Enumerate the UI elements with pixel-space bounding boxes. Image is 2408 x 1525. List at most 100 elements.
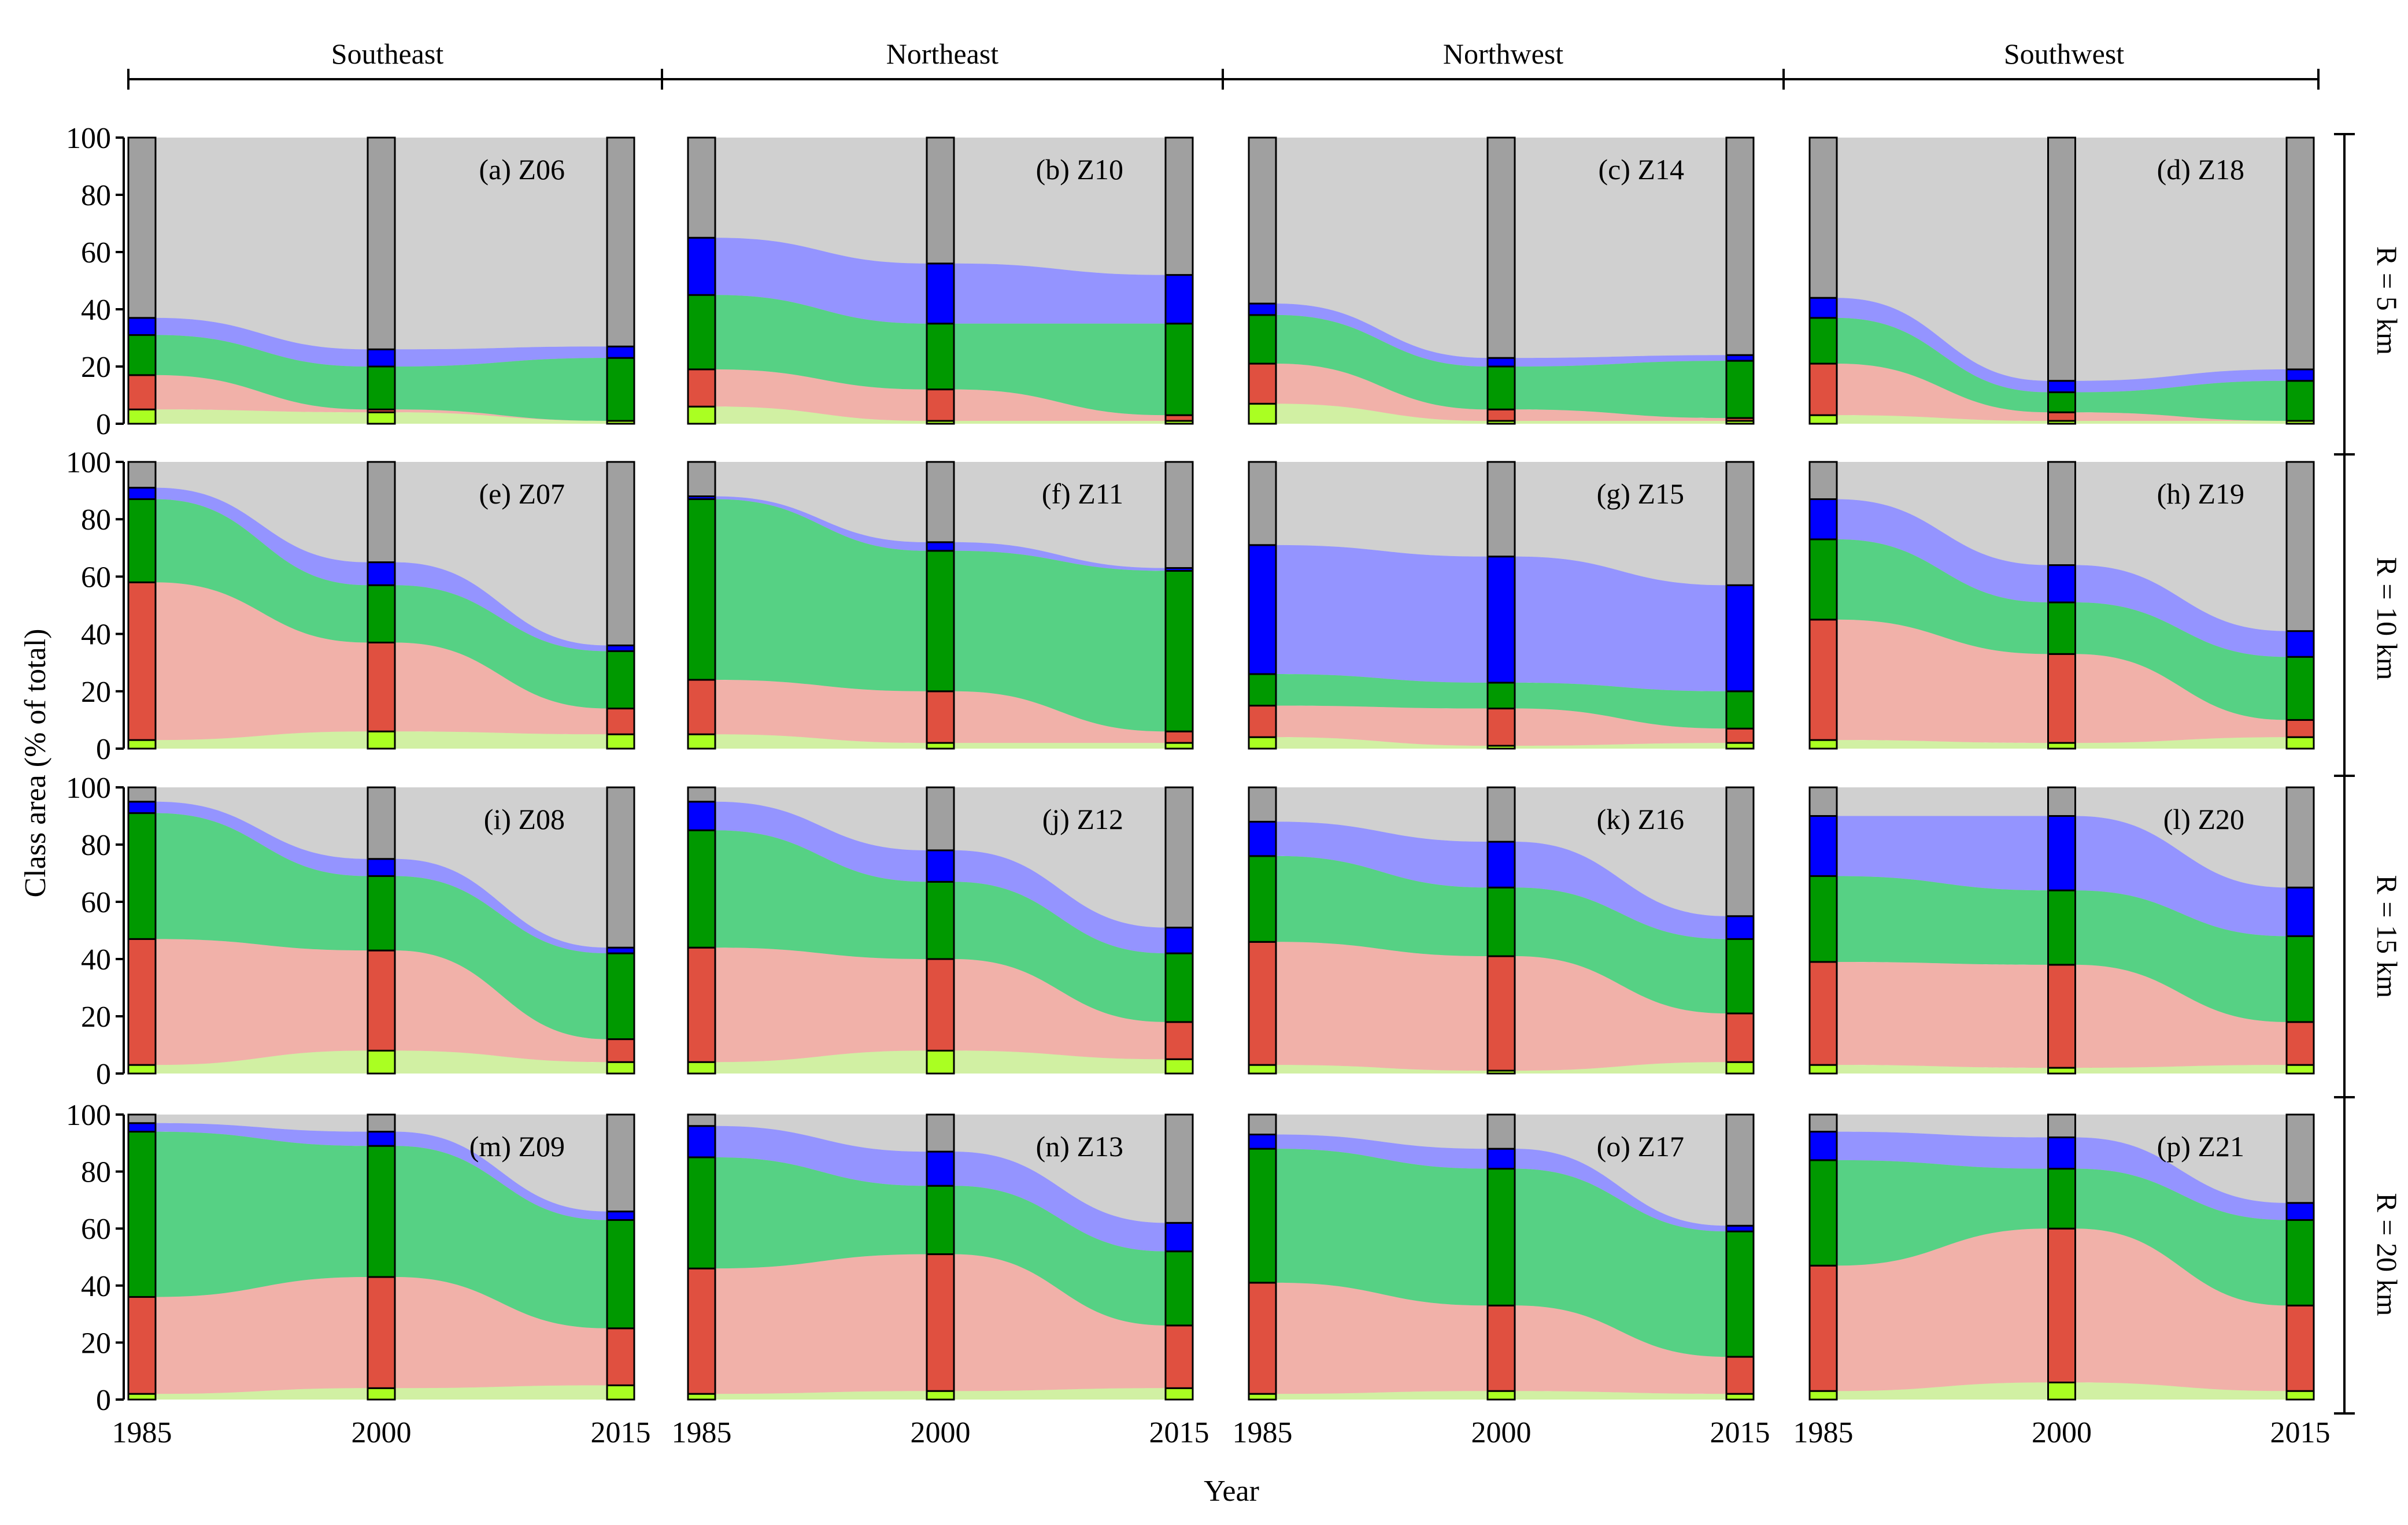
panel: (o) Z17 1985 2000 2015 [1233,1113,1770,1449]
panel-label: (d) Z18 [2157,153,2244,186]
bar-segment [926,1390,955,1401]
alluvial-flow [395,1115,607,1212]
bar-segment [606,1327,635,1386]
y-tick-label: 100 [66,1099,111,1132]
alluvial-flow [156,801,368,876]
y-tick-label: 40 [81,294,111,327]
bar-segment [687,946,716,1063]
bar-segment [1808,1159,1838,1267]
alluvial-flow [715,138,927,264]
bar-segment [606,1219,635,1330]
alluvial-flow [2075,787,2287,888]
alluvial-flow [954,389,1166,421]
bar-segment [2285,380,2315,422]
bar-segment [606,357,635,422]
panel-label: (k) Z16 [1597,803,1684,835]
bar-segment [127,1122,157,1133]
bar-segment [127,801,157,815]
y-tick-label: 60 [81,886,111,919]
bar-segment [1808,739,1838,750]
alluvial-flow [1276,1115,1488,1149]
bar-segment [1248,673,1277,707]
y-tick-label: 20 [81,676,111,709]
alluvial-flow [2075,369,2287,393]
bar-segment [127,938,157,1066]
bar-segment [687,1156,716,1269]
bar-segment [1725,1061,1755,1075]
alluvial-flow [715,496,927,551]
alluvial-flow [2075,890,2287,1022]
bar-segment [127,739,157,750]
bar-segment [367,584,396,643]
bar-segment [1725,690,1755,730]
panel-grid: (a) Z06 0 20 40 60 80 100 (b) Z10 (c) Z14 (d) Z18… [66,122,2331,1449]
alluvial-flow [2075,462,2287,631]
alluvial-flow [954,1388,1166,1400]
bar-segment [2285,1021,2315,1066]
bar-segment [606,1038,635,1063]
bar-segment [1725,136,1755,356]
alluvial-flow [1837,298,2048,393]
region-axis: Southeast Northeast Northwest Southwest [127,38,2320,90]
panel: (e) Z07 0 20 40 60 80 100 [66,446,635,766]
alluvial-flow [156,1050,368,1074]
alluvial-flow [1515,743,1726,749]
bar-segment [687,1125,716,1158]
bar-segment [1725,1012,1755,1063]
alluvial-flow [715,787,927,850]
alluvial-flow [954,1186,1166,1326]
alluvial-flow [1515,708,1726,746]
region-label: Southeast [331,38,444,70]
bar-segment [1486,357,1516,368]
bar-segment [926,323,955,391]
alluvial-flow [954,421,1166,424]
bar-segment [1248,1113,1277,1136]
alluvial-flow [1837,462,2048,565]
alluvial-flow [156,335,368,410]
bar-segment [1808,1113,1838,1133]
alluvial-flow [1515,361,1726,419]
bar-segment [1725,360,1755,419]
bar-segment [687,498,716,681]
bar-segment [687,1061,716,1075]
bar-segment [1808,297,1838,319]
region-label: Southwest [2004,38,2124,70]
bar-segment [606,1061,635,1075]
alluvial-flow [395,1131,607,1220]
bar-segment [1486,136,1516,359]
y-tick-label: 80 [81,179,111,212]
bar-segment [606,1384,635,1401]
panel: (h) Z19 [1808,461,2315,750]
alluvial-flow [2075,654,2287,743]
bar-segment [926,262,955,325]
alluvial-flow [1837,876,2048,965]
bar-segment [1725,1113,1755,1227]
alluvial-flow [1276,303,1488,367]
bar-segment [1808,875,1838,963]
alluvial-flow [156,409,368,424]
y-tick-label: 40 [81,943,111,976]
bar-segment [2047,964,2076,1069]
alluvial-flow [1837,961,2048,1068]
bar-segment [2285,656,2315,721]
bar-segment [1725,461,1755,586]
bar-segment [1808,136,1838,299]
y-tick-label: 20 [81,1001,111,1034]
panel: (a) Z06 0 20 40 60 80 100 [66,122,635,441]
alluvial-flow [715,1115,927,1152]
y-tick-label: 80 [81,829,111,862]
alluvial-flow [954,542,1166,571]
bar-segment [1164,1021,1194,1060]
bar-segment [1164,461,1194,569]
alluvial-flow [715,1391,927,1400]
panel: (m) Z09 0 20 40 60 80 100 1985 2000 2015 [66,1099,651,1449]
bar-segment [926,388,955,422]
bar-segment [606,786,635,949]
bar-segment [926,1253,955,1392]
bar-segment [1486,1148,1516,1170]
panel: (c) Z14 [1248,136,1755,425]
bar-segment [1725,938,1755,1015]
bar-segment [687,405,716,425]
alluvial-flow [954,550,1166,732]
alluvial-flow [395,138,607,350]
